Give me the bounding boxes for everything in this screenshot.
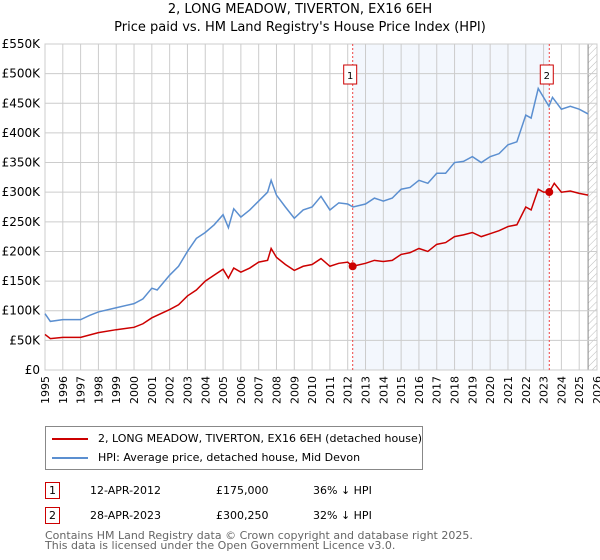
sale-price: £300,250: [216, 509, 269, 522]
x-tick-label: 2021: [502, 376, 515, 404]
y-tick-label: £550K: [2, 37, 42, 51]
plot-area: 1995 1996 1997 1998 1999 2000 2001 2002 2003 2004…: [2, 37, 600, 404]
x-tick-label: 2007: [253, 376, 266, 404]
sale-badge: 1: [45, 482, 60, 499]
x-tick-label: 2015: [395, 376, 408, 404]
legend-swatch-property: [52, 437, 88, 440]
x-tick-label: 1996: [57, 376, 70, 404]
y-tick-label: £400K: [2, 126, 42, 140]
legend: 2, LONG MEADOW, TIVERTON, EX16 6EH (deta…: [45, 426, 423, 470]
x-tick-label: 2025: [573, 376, 586, 404]
x-tick-label: 2005: [217, 376, 230, 404]
y-tick-label: £350K: [2, 156, 42, 170]
x-tick-label: 2012: [342, 376, 355, 404]
x-tick-label: 2013: [360, 376, 373, 404]
x-tick-label: 2020: [484, 376, 497, 404]
x-tick-label: 2014: [377, 376, 390, 404]
forecast-hatch: [588, 44, 597, 370]
sale-badge: 2: [45, 507, 60, 524]
legend-label-property: 2, LONG MEADOW, TIVERTON, EX16 6EH (deta…: [98, 432, 423, 445]
sale-marker-box: [343, 64, 358, 85]
y-tick-label: £150K: [2, 274, 42, 288]
x-tick-label: 1999: [110, 376, 123, 404]
x-tick-label: 2009: [288, 376, 301, 404]
x-tick-label: 1997: [75, 376, 88, 404]
series-line: [44, 86, 589, 323]
plot-frame: [44, 43, 598, 371]
x-tick-label: 2004: [199, 376, 212, 404]
sale-marker-label: 2: [544, 71, 550, 82]
legend-label-hpi: HPI: Average price, detached house, Mid …: [98, 451, 361, 464]
x-tick-label: 2023: [538, 376, 551, 404]
y-tick-label: £200K: [2, 244, 42, 258]
x-tick-label: 2017: [431, 376, 444, 404]
x-tick-label: 1995: [39, 376, 52, 404]
y-tick-label: £450K: [2, 96, 42, 110]
y-tick-label: £0: [25, 363, 40, 377]
y-tick-label: £50K: [9, 333, 41, 347]
chart-subtitle: Price paid vs. HM Land Registry's House …: [114, 20, 486, 35]
footer-line-2: This data is licensed under the Open Gov…: [45, 539, 396, 552]
sale-hpi-diff: 36% ↓ HPI: [313, 484, 372, 497]
y-tick-label: £300K: [2, 185, 42, 199]
sale-hpi-diff: 32% ↓ HPI: [313, 509, 372, 522]
y-tick-label: £500K: [2, 67, 42, 81]
shaded-period: [352, 44, 550, 370]
x-tick-label: 2019: [466, 376, 479, 404]
sale-date: 28-APR-2023: [90, 509, 162, 522]
x-tick-label: 2024: [555, 376, 568, 404]
footer: Contains HM Land Registry data © Crown c…: [45, 529, 473, 552]
x-tick-label: 2003: [181, 376, 194, 404]
sale-price: £175,000: [216, 484, 269, 497]
legend-swatch-hpi: [52, 456, 88, 459]
x-tick-label: 2001: [146, 376, 159, 404]
y-tick-label: £100K: [2, 304, 42, 318]
x-tick-label: 2011: [324, 376, 337, 404]
x-tick-label: 2022: [520, 376, 533, 404]
sale-marker-label: 1: [347, 71, 353, 82]
x-tick-label: 2002: [164, 376, 177, 404]
x-tick-label: 2008: [270, 376, 283, 404]
x-tick-label: 2000: [128, 376, 141, 404]
sale-marker-box: [539, 64, 554, 85]
y-tick-label: £250K: [2, 215, 42, 229]
footer-line-1: Contains HM Land Registry data © Crown c…: [45, 529, 473, 542]
chart-title: 2, LONG MEADOW, TIVERTON, EX16 6EH: [167, 2, 433, 17]
sale-point: [348, 262, 357, 271]
x-tick-label: 2026: [591, 376, 600, 404]
series-line: [44, 181, 589, 340]
x-tick-label: 2010: [306, 376, 319, 404]
x-tick-label: 2018: [449, 376, 462, 404]
sale-point: [545, 188, 554, 197]
x-tick-label: 2006: [235, 376, 248, 404]
x-tick-label: 2016: [413, 376, 426, 404]
x-tick-label: 1998: [92, 376, 105, 404]
sale-date: 12-APR-2012: [90, 484, 162, 497]
